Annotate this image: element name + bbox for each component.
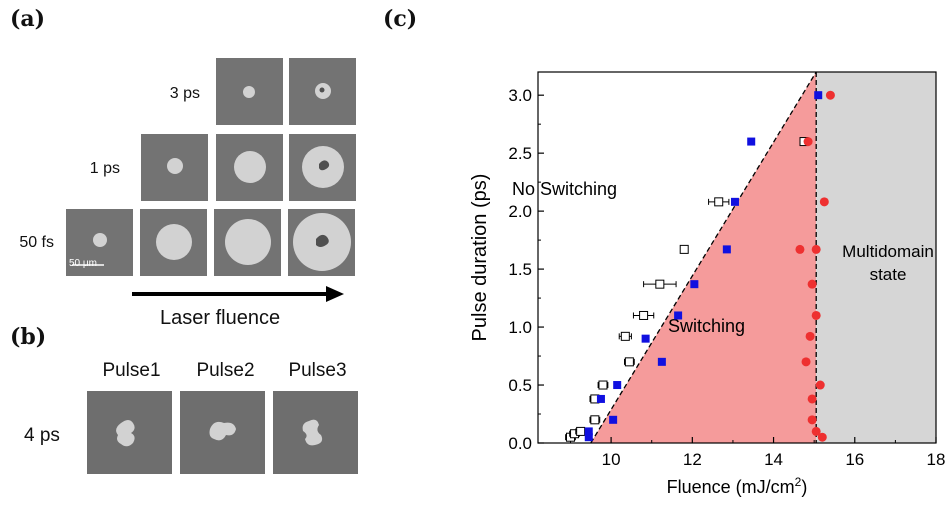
blue-square-point — [596, 394, 605, 403]
blue-square-point — [584, 433, 593, 442]
open-square-point — [576, 426, 586, 436]
y-tick-label: 0.0 — [508, 434, 532, 453]
y-tick-label: 1.0 — [508, 318, 532, 337]
red-circle-point — [805, 331, 815, 341]
open-square-point — [714, 197, 724, 207]
blue-square-point — [747, 137, 756, 146]
micrograph-tile — [141, 134, 208, 201]
x-tick-label: 10 — [602, 450, 621, 469]
x-tick-label: 14 — [764, 450, 783, 469]
red-circle-point — [811, 310, 821, 320]
micrograph-tile — [180, 391, 265, 474]
y-tick-label: 1.5 — [508, 260, 532, 279]
open-square-point — [590, 415, 600, 425]
blue-square-point — [690, 280, 699, 289]
region-label-multidomain: Multidomain — [842, 242, 934, 261]
red-circle-point — [807, 279, 817, 289]
red-circle-point — [817, 432, 827, 442]
open-square-point — [679, 244, 689, 254]
micrograph-tile — [216, 134, 283, 201]
micrograph-tile — [289, 58, 356, 125]
domain-image — [243, 86, 255, 98]
panel-c-label: (c) — [383, 6, 418, 32]
panel-b-label: (b) — [10, 324, 47, 350]
domain-image — [315, 83, 331, 99]
blue-square-point — [674, 311, 683, 320]
fluence-arrow — [132, 286, 344, 302]
row-label-3ps: 3 ps — [169, 85, 200, 102]
pulse-label-2: Pulse2 — [196, 360, 255, 381]
blue-square-point — [613, 381, 622, 390]
y-axis-label: Pulse duration (ps) — [469, 174, 491, 342]
red-circle-point — [801, 357, 811, 367]
red-circle-point — [807, 415, 817, 425]
blue-square-point — [730, 197, 739, 206]
region-label-switching: Switching — [668, 316, 745, 336]
x-tick-label: 18 — [927, 450, 946, 469]
y-tick-label: 2.5 — [508, 144, 532, 163]
y-tick-label: 0.5 — [508, 376, 532, 395]
blue-square-point — [641, 334, 650, 343]
micrograph-tile — [87, 391, 172, 474]
y-tick-label: 2.0 — [508, 202, 532, 221]
domain-image — [156, 224, 192, 260]
x-tick-label: 12 — [683, 450, 702, 469]
open-square-point — [655, 279, 665, 289]
open-square-point — [624, 357, 634, 367]
open-square-point — [598, 380, 608, 390]
micrograph-tile — [216, 58, 283, 125]
open-square-point — [639, 310, 649, 320]
domain-image — [225, 219, 271, 265]
scale-bar-label: 50 μm — [69, 258, 97, 269]
red-circle-point — [807, 394, 817, 404]
x-axis-label: Fluence (mJ/cm2) — [667, 475, 808, 497]
domain-image — [302, 146, 344, 188]
domain-image — [234, 151, 266, 183]
multidomain-region — [816, 72, 936, 443]
micrograph-tile — [273, 391, 358, 474]
row-label-50fs: 50 fs — [19, 234, 54, 251]
plot-frame — [537, 71, 937, 444]
pulse-label-3: Pulse3 — [288, 360, 347, 381]
domain-image — [209, 421, 236, 441]
blue-square-point — [722, 245, 731, 254]
blue-square-point — [814, 91, 823, 100]
fluence-duration-chart: 10 12 14 16 18 0.0 0.5 1.0 1.5 2.0 2.5 3.0 Fluence (… — [469, 71, 946, 497]
region-label-state: state — [870, 265, 907, 284]
red-circle-point — [811, 244, 821, 254]
micrograph-tile — [66, 209, 133, 276]
red-circle-point — [819, 197, 829, 207]
red-circle-point — [803, 137, 813, 147]
micrograph-tile — [140, 209, 207, 276]
blue-square-point — [609, 415, 618, 424]
domain-image — [293, 213, 351, 271]
pulse-label-1: Pulse1 — [102, 360, 161, 381]
red-circle-point — [811, 426, 821, 436]
blue-square-point — [584, 427, 593, 436]
red-circle-point — [795, 244, 805, 254]
domain-image — [167, 158, 183, 174]
red-circle-point — [825, 90, 835, 100]
micrograph-tile — [288, 209, 355, 276]
domain-image — [116, 420, 135, 447]
row-label-4ps: 4 ps — [24, 425, 60, 446]
domain-image — [72, 233, 107, 266]
arrow-label: Laser fluence — [160, 307, 281, 329]
micrograph-tile — [214, 209, 281, 276]
domain-image — [302, 419, 323, 446]
row-label-1ps: 1 ps — [89, 160, 120, 177]
region-label-no-switching: No Switching — [512, 179, 617, 199]
open-square-point — [620, 331, 630, 341]
red-circle-point — [815, 380, 825, 390]
blue-square-point — [657, 357, 666, 366]
switching-region — [590, 72, 817, 443]
x-tick-label: 16 — [845, 450, 864, 469]
panel-a-label: (a) — [10, 6, 46, 32]
switching-boundary-line — [590, 71, 817, 444]
y-tick-label: 3.0 — [508, 86, 532, 105]
micrograph-tile — [289, 134, 356, 201]
